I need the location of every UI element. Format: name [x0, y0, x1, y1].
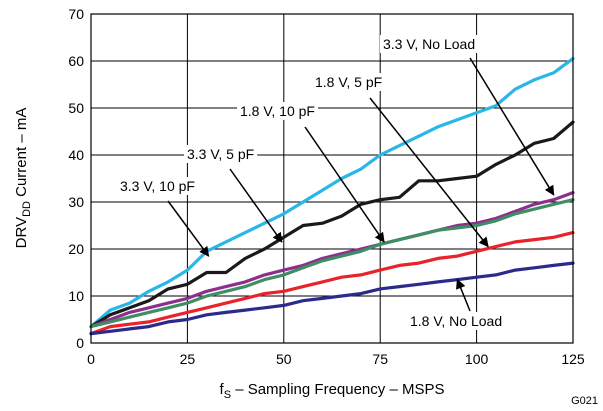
plot-frame: [90, 13, 574, 344]
annotation-background: [184, 145, 258, 163]
y-axis-title: DRVDD Current – mA: [13, 108, 33, 249]
annotation-arrow: [456, 278, 471, 312]
y-tick-label: 50: [68, 100, 84, 116]
series-line-3-3-v-10-pf: [89, 56, 575, 329]
series-line-3-3-v-no-load: [89, 198, 575, 329]
x-tick-label: 100: [465, 351, 489, 367]
y-tick-labels: 0 10 20 30 40 50 60 70: [68, 6, 84, 351]
y-tick-label: 0: [76, 335, 84, 351]
annotation-arrow: [304, 126, 385, 243]
series-line-1-8-v-10-pf: [89, 191, 575, 329]
series-line-1-8-v-5-pf: [89, 231, 575, 336]
x-tick-label: 50: [276, 351, 292, 367]
annotation-arrow: [369, 97, 489, 248]
y-tick-label: 20: [68, 241, 84, 257]
x-tick-label: 0: [87, 351, 95, 367]
annotation-label: 3.3 V, No Load: [383, 36, 475, 52]
annotation-label: 1.8 V, 5 pF: [315, 74, 382, 90]
grid: [91, 14, 573, 343]
annotation-label: 1.8 V, No Load: [410, 313, 502, 329]
annotation-background: [380, 35, 479, 53]
x-tick-label: 75: [372, 351, 388, 367]
y-tick-label: 70: [68, 6, 84, 22]
x-tick-label: 25: [180, 351, 196, 367]
y-tick-label: 30: [68, 194, 84, 210]
annotation-arrow: [229, 168, 283, 243]
annotation-background: [407, 312, 506, 330]
annotation-background: [237, 102, 318, 120]
series-line-3-3-v-5-pf: [89, 120, 575, 329]
figure-id: G021: [571, 395, 598, 407]
x-tick-label: 125: [561, 351, 585, 367]
y-tick-label: 40: [68, 147, 84, 163]
annotations: 3.3 V, No Load 1.8 V, 5 pF1.8 V, 10 pF 3.3…: [117, 35, 555, 330]
series-line-1-8-v-no-load: [89, 261, 575, 336]
x-tick-labels: 0 25 50 75 100 125: [87, 351, 585, 367]
annotation-label: 3.3 V, 10 pF: [120, 178, 195, 194]
x-axis-title: fS – Sampling Frequency – MSPS: [220, 381, 445, 401]
series-group: [89, 56, 575, 336]
annotation-label: 1.8 V, 10 pF: [240, 103, 315, 119]
y-tick-label: 60: [68, 53, 84, 69]
annotation-label: 3.3 V, 5 pF: [187, 146, 254, 162]
y-tick-label: 10: [68, 288, 84, 304]
annotation-arrow: [469, 57, 555, 196]
annotation-background: [312, 73, 386, 91]
annotation-background: [117, 177, 198, 195]
annotation-arrow: [167, 200, 210, 257]
